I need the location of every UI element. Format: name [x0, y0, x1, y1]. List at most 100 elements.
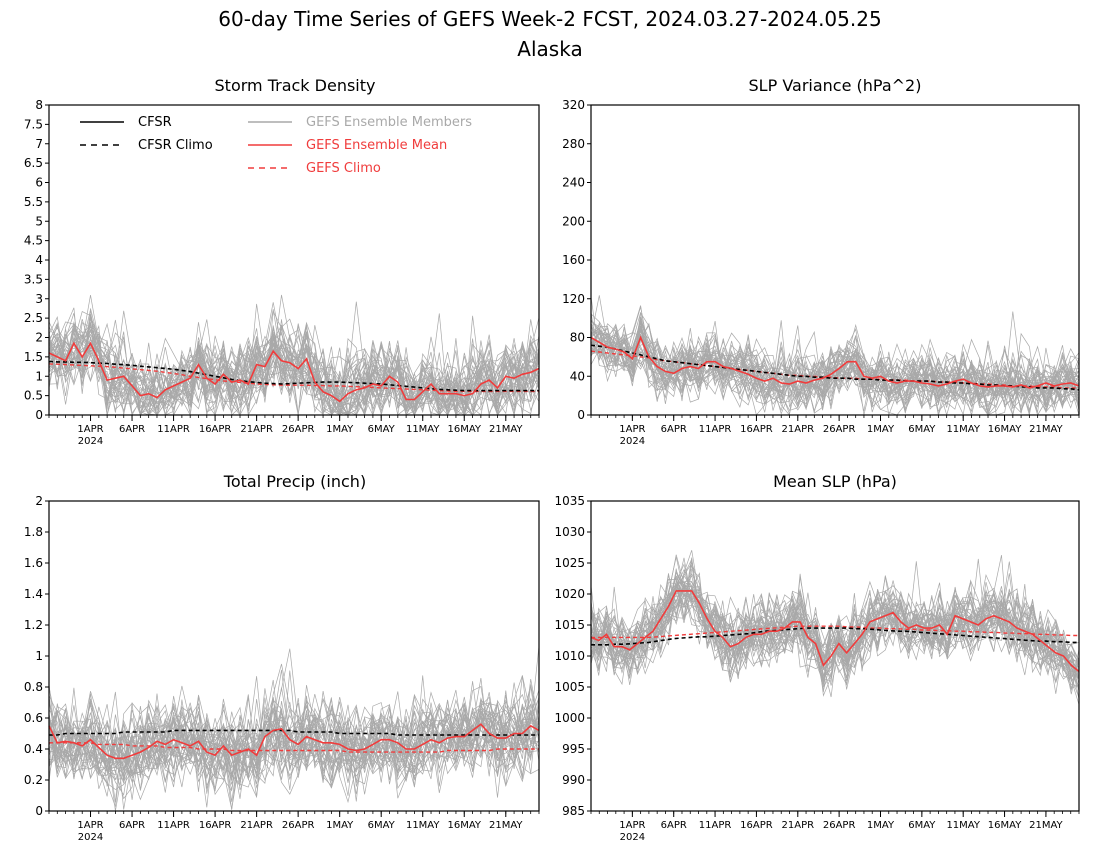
mean-slp-x-tick-label: 6MAY [908, 820, 936, 831]
storm-track-density-y-tick-label: 4 [35, 253, 43, 267]
storm-track-density-plot: 0 0.5 1 1.5 2 2.5 3 3.5 4 4.5 5 5.5 6 6.5 7 7.5 8 1APR 6AP… [24, 98, 540, 447]
total-precip-y-tick-label: 0.2 [24, 773, 43, 787]
storm-track-density-x-tick-label: 21MAY [489, 424, 523, 435]
storm-track-density-ensemble-mean-line [48, 341, 540, 403]
mean-slp-member-line [590, 586, 1080, 676]
slp-variance-y-tick-label: 0 [577, 408, 585, 422]
slp-variance-x-tick-label: 11MAY [946, 424, 980, 435]
storm-track-density-member-line [48, 302, 540, 417]
slp-variance-y-tick-label: 240 [562, 176, 585, 190]
slp-variance-plot: 0 40 80 120 160 200 240 280 320 1APR 6APR 11APR 16AP… [562, 98, 1080, 447]
storm-track-density-panel: Storm Track Density [215, 76, 376, 95]
slp-variance-x-tick-label: 6APR [661, 424, 687, 435]
slp-variance-x-tick-label: 11APR [699, 424, 732, 435]
slp-variance-ensemble-members [590, 295, 1080, 417]
figure-title: 60-day Time Series of GEFS Week-2 FCST, … [218, 7, 881, 31]
slp-variance-y-tick-label: 280 [562, 137, 585, 151]
mean-slp-title: Mean SLP (hPa) [773, 472, 897, 491]
total-precip-member-line [48, 678, 540, 790]
storm-track-density-member-line [48, 322, 540, 416]
total-precip-y-tick-label: 1.8 [24, 525, 43, 539]
mean-slp-x-tick-label: 11MAY [946, 820, 980, 831]
slp-variance-x-year-label: 2024 [620, 436, 645, 447]
total-precip-y-tick-label: 0.4 [24, 742, 43, 756]
mean-slp-y-tick-label: 1000 [554, 711, 585, 725]
slp-variance-y-tick-label: 320 [562, 98, 585, 112]
mean-slp-member-line [590, 558, 1080, 673]
mean-slp-x-tick-label: 21MAY [1029, 820, 1063, 831]
storm-track-density-y-tick-label: 7 [35, 137, 43, 151]
slp-variance-member-line [590, 342, 1080, 411]
mean-slp-ensemble-mean-line [590, 590, 1080, 673]
total-precip-member-line [48, 663, 540, 810]
slp-variance-x-tick-label: 1MAY [867, 424, 895, 435]
slp-variance-y-tick-label: 40 [570, 369, 585, 383]
storm-track-density-member-line [48, 332, 540, 416]
total-precip-member-line [48, 648, 540, 784]
storm-track-density-member-line [48, 333, 540, 416]
total-precip-y-tick-label: 0 [35, 804, 43, 818]
total-precip-x-tick-label: 11APR [157, 820, 190, 831]
storm-track-density-y-tick-label: 7.5 [24, 117, 43, 131]
mean-slp-y-tick-label: 1030 [554, 525, 585, 539]
slp-variance-member-line [590, 333, 1080, 410]
slp-variance-y-tick-label: 120 [562, 292, 585, 306]
storm-track-density-x-tick-label: 6APR [119, 424, 145, 435]
total-precip-x-year-label: 2024 [78, 832, 103, 843]
mean-slp-member-line [590, 586, 1080, 675]
storm-track-density-x-tick-label: 1MAY [326, 424, 354, 435]
slp-variance-ensemble-mean-line [590, 335, 1080, 389]
total-precip-x-tick-label: 11MAY [406, 820, 440, 831]
mean-slp-y-tick-label: 1005 [554, 680, 585, 694]
slp-variance-x-tick-label: 21MAY [1029, 424, 1063, 435]
slp-variance-y-tick-label: 200 [562, 214, 585, 228]
mean-slp-ensemble-members [590, 550, 1080, 705]
mean-slp-y-tick-label: 1015 [554, 618, 585, 632]
total-precip-y-tick-label: 2 [35, 494, 43, 508]
slp-variance-x-tick-label: 16APR [740, 424, 773, 435]
storm-track-density-y-tick-label: 3.5 [24, 272, 43, 286]
total-precip-y-tick-label: 0.8 [24, 680, 43, 694]
storm-track-density-x-tick-label: 11APR [157, 424, 190, 435]
mean-slp-cfsr-climo-line [591, 627, 1079, 646]
slp-variance-panel: SLP Variance (hPa^2) [749, 76, 922, 95]
total-precip-x-tick-label: 1MAY [326, 820, 354, 831]
total-precip-x-tick-label: 1APR [77, 820, 103, 831]
total-precip-member-line [48, 675, 540, 792]
storm-track-density-y-tick-label: 2.5 [24, 311, 43, 325]
storm-track-density-y-tick-label: 0 [35, 408, 43, 422]
slp-variance-x-tick-label: 6MAY [908, 424, 936, 435]
total-precip-gefs-climo-line [49, 742, 539, 753]
storm-track-density-x-tick-label: 16APR [199, 424, 232, 435]
mean-slp-y-tick-label: 1020 [554, 587, 585, 601]
storm-track-density-y-tick-label: 6.5 [24, 156, 43, 170]
storm-track-density-y-tick-label: 0.5 [24, 389, 43, 403]
total-precip-y-tick-label: 1.6 [24, 556, 43, 570]
mean-slp-y-tick-label: 1010 [554, 649, 585, 663]
mean-slp-x-tick-label: 26APR [823, 820, 856, 831]
mean-slp-x-tick-label: 16APR [740, 820, 773, 831]
storm-track-density-y-tick-label: 5 [35, 214, 43, 228]
mean-slp-y-tick-label: 990 [562, 773, 585, 787]
mean-slp-x-tick-label: 1MAY [867, 820, 895, 831]
total-precip-member-line [48, 675, 540, 787]
slp-variance-x-tick-label: 1APR [619, 424, 645, 435]
mean-slp-member-line [590, 564, 1080, 686]
storm-track-density-x-year-label: 2024 [78, 436, 103, 447]
storm-track-density-ensemble-members [48, 294, 540, 417]
storm-track-density-x-tick-label: 11MAY [406, 424, 440, 435]
mean-slp-x-tick-label: 21APR [782, 820, 815, 831]
total-precip-x-tick-label: 6MAY [368, 820, 396, 831]
slp-variance-x-tick-label: 21APR [782, 424, 815, 435]
storm-track-density-member-line [48, 301, 540, 417]
total-precip-x-tick-label: 16APR [199, 820, 232, 831]
mean-slp-x-tick-label: 6APR [661, 820, 687, 831]
slp-variance-y-tick-label: 160 [562, 253, 585, 267]
total-precip-x-tick-label: 21MAY [489, 820, 523, 831]
total-precip-x-tick-label: 21APR [240, 820, 273, 831]
slp-variance-member-line [590, 321, 1080, 409]
storm-track-density-y-tick-label: 8 [35, 98, 43, 112]
storm-track-density-member-line [48, 307, 540, 417]
